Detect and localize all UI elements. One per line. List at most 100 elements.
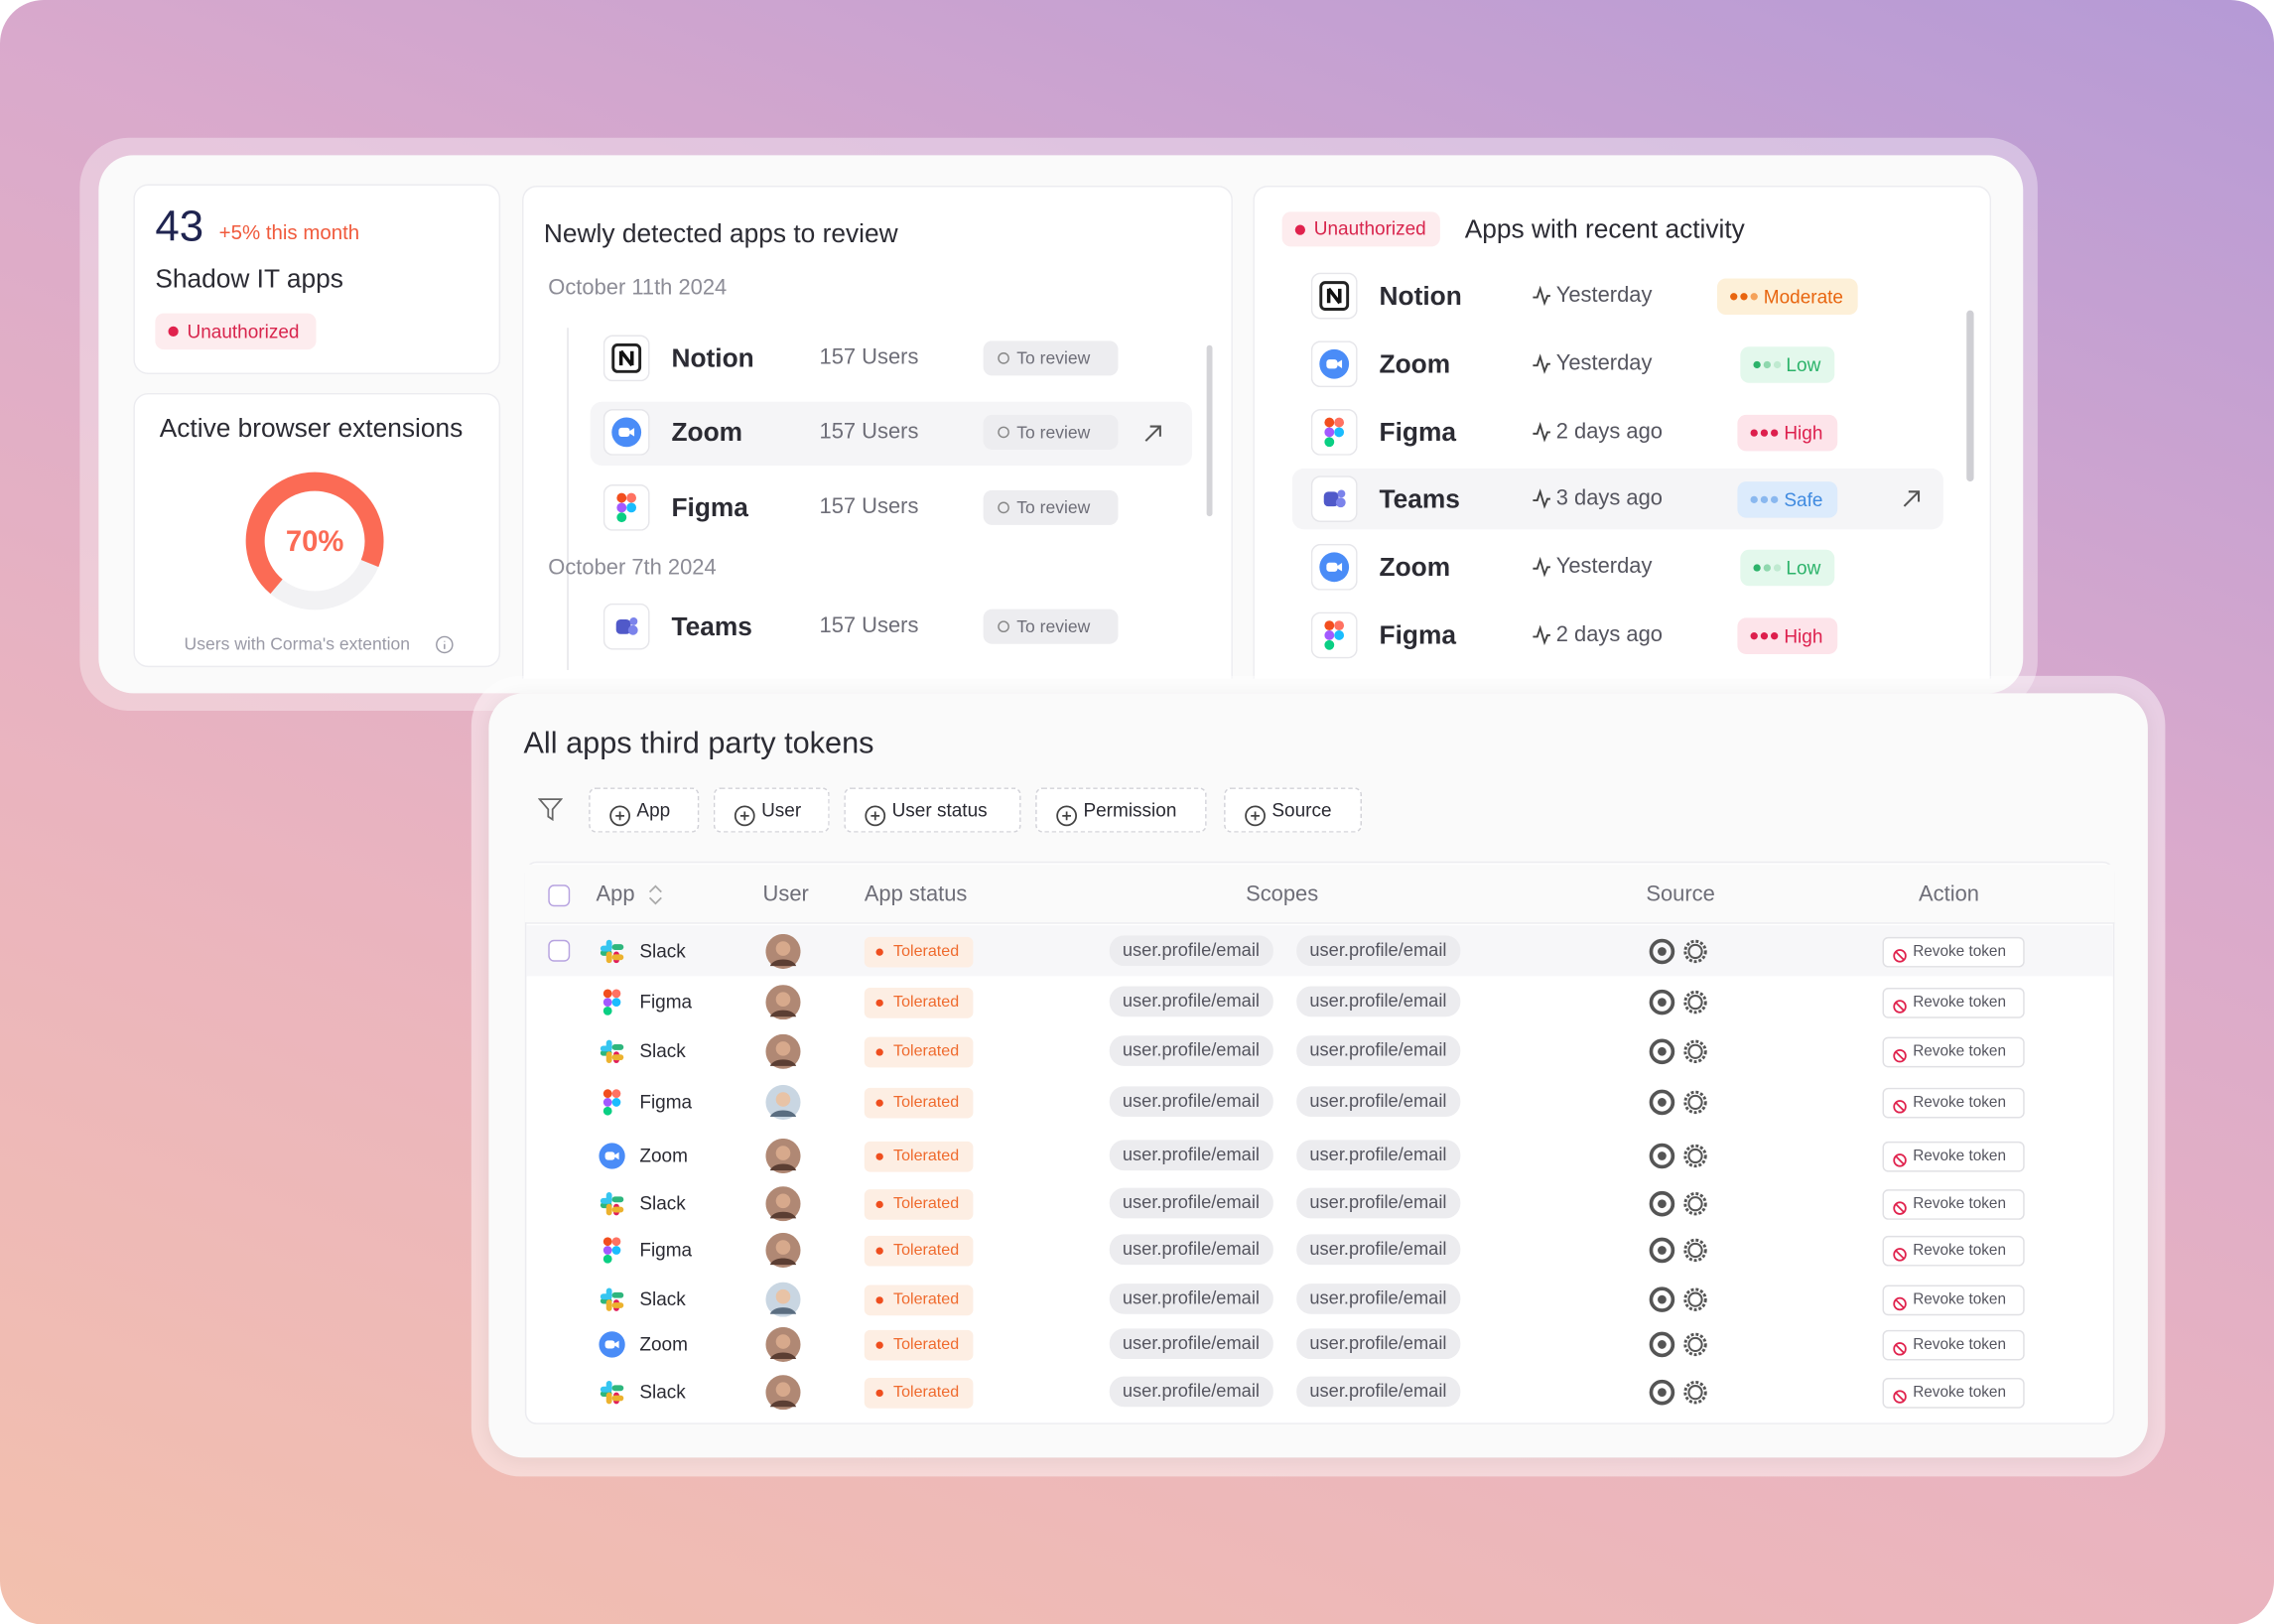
donut (242, 469, 387, 613)
column-header: Source (1646, 881, 1715, 907)
filter-chip[interactable]: User (713, 787, 830, 833)
checkbox[interactable] (548, 939, 571, 962)
app-icon-graphic (602, 603, 650, 650)
status-badge[interactable]: To review (983, 489, 1119, 525)
revoke-graphic (1893, 1296, 1907, 1311)
app-icon (598, 1330, 626, 1359)
revoke-button[interactable]: Revoke token (1882, 1036, 2025, 1068)
avatar-graphic (765, 1232, 801, 1269)
status-badge: Tolerated (864, 936, 974, 968)
risk-dot (1750, 428, 1759, 437)
filter-chip[interactable]: Permission (1035, 787, 1207, 833)
column-header: Scopes (1246, 881, 1319, 907)
column-header: Action (1919, 881, 1979, 907)
revoke-button[interactable]: Revoke token (1882, 1235, 2025, 1267)
revoke-icon (1893, 1097, 1908, 1114)
column-header: User (762, 881, 809, 907)
risk-dot (1763, 564, 1771, 572)
open-arrow-graphic (1903, 490, 1921, 507)
app-icon-graphic (600, 1192, 624, 1216)
badge-dot (1294, 224, 1305, 235)
status-badge: Tolerated (864, 1378, 974, 1409)
app-name: Figma (1379, 417, 1456, 447)
status-dot (875, 1341, 883, 1349)
scrollbar (1966, 310, 1974, 482)
status-badge[interactable]: To review (983, 340, 1119, 376)
activity-time: 2 days ago (1555, 418, 1663, 444)
activity-time: 2 days ago (1555, 621, 1663, 647)
scope-chip: user.profile/email (1296, 935, 1460, 967)
risk-dot (1750, 496, 1759, 504)
info-icon (435, 635, 454, 654)
group-date: October 7th 2024 (548, 555, 717, 581)
pulse-icon (1532, 557, 1551, 578)
app-name: Figma (639, 1090, 693, 1113)
revoke-icon (1893, 1387, 1908, 1404)
risk-badge: Low (1707, 345, 1868, 383)
source-icons-graphic (1649, 1038, 1707, 1065)
app-icon (602, 409, 650, 456)
scope-chip: user.profile/email (1109, 986, 1273, 1017)
column-header: App (596, 881, 635, 907)
source-icons (1649, 1142, 1715, 1172)
risk-badge-inner: High (1737, 617, 1838, 654)
revoke-button[interactable]: Revoke token (1882, 1378, 2025, 1409)
status-badge: Tolerated (864, 1285, 974, 1316)
app-icon-graphic (602, 1237, 621, 1264)
status-badge[interactable]: To review (983, 609, 1119, 644)
avatar-graphic (765, 1084, 801, 1120)
open-arrow-graphic (1144, 425, 1161, 442)
revoke-button[interactable]: Revoke token (1882, 936, 2025, 968)
app-name: Zoom (1379, 552, 1451, 583)
risk-dot (1773, 360, 1781, 368)
risk-dot (1750, 293, 1758, 301)
app-name: Figma (639, 990, 693, 1013)
revoke-icon (1893, 1045, 1908, 1063)
avatar (765, 985, 801, 1020)
checkbox[interactable] (548, 884, 571, 907)
app-icon (598, 988, 626, 1016)
avatar (765, 1084, 801, 1120)
source-icons (1649, 937, 1715, 968)
app-icon (1310, 340, 1358, 387)
revoke-button[interactable]: Revoke token (1882, 1189, 2025, 1220)
scope-chip: user.profile/email (1109, 1284, 1273, 1314)
revoke-graphic (1893, 1153, 1907, 1167)
scope-chip: user.profile/email (1109, 1234, 1273, 1266)
risk-badge-inner: Moderate (1716, 278, 1858, 316)
status-badge[interactable]: To review (983, 414, 1119, 450)
revoke-button[interactable]: Revoke token (1882, 1285, 2025, 1316)
app-icon (598, 1286, 626, 1314)
sort-icon-graphic (648, 884, 662, 905)
revoke-button[interactable]: Revoke token (1882, 1329, 2025, 1361)
source-icons-graphic (1649, 1143, 1707, 1169)
risk-dot (1760, 496, 1769, 504)
app-icon (602, 484, 650, 531)
risk-badge: High (1707, 617, 1868, 654)
status-badge: Tolerated (864, 1235, 974, 1267)
source-icons (1649, 1088, 1715, 1119)
revoke-button[interactable]: Revoke token (1882, 988, 2025, 1018)
app-icon (602, 335, 650, 382)
revoke-button[interactable]: Revoke token (1882, 1087, 2025, 1119)
revoke-button[interactable]: Revoke token (1882, 1141, 2025, 1172)
scope-chip: user.profile/email (1296, 1035, 1460, 1066)
filter-chip[interactable]: App (589, 787, 700, 833)
filter-chip[interactable]: Source (1224, 787, 1362, 833)
app-name: Notion (1379, 281, 1462, 311)
filter-chip[interactable]: User status (844, 787, 1021, 833)
source-icons-graphic (1649, 938, 1707, 965)
plus-icon (865, 799, 886, 827)
app-name: Teams (1379, 484, 1460, 514)
app-icon-graphic (600, 1380, 624, 1405)
pulse-icon (1532, 624, 1551, 646)
revoke-graphic (1893, 1248, 1907, 1262)
avatar-graphic (765, 933, 801, 970)
scope-chip: user.profile/email (1296, 1376, 1460, 1408)
activity-time: Yesterday (1555, 350, 1653, 376)
revoke-icon (1893, 1150, 1908, 1167)
risk-dot (1771, 632, 1779, 640)
revoke-icon (1893, 1339, 1908, 1356)
unauthorized-badge: Unauthorized (155, 313, 317, 350)
